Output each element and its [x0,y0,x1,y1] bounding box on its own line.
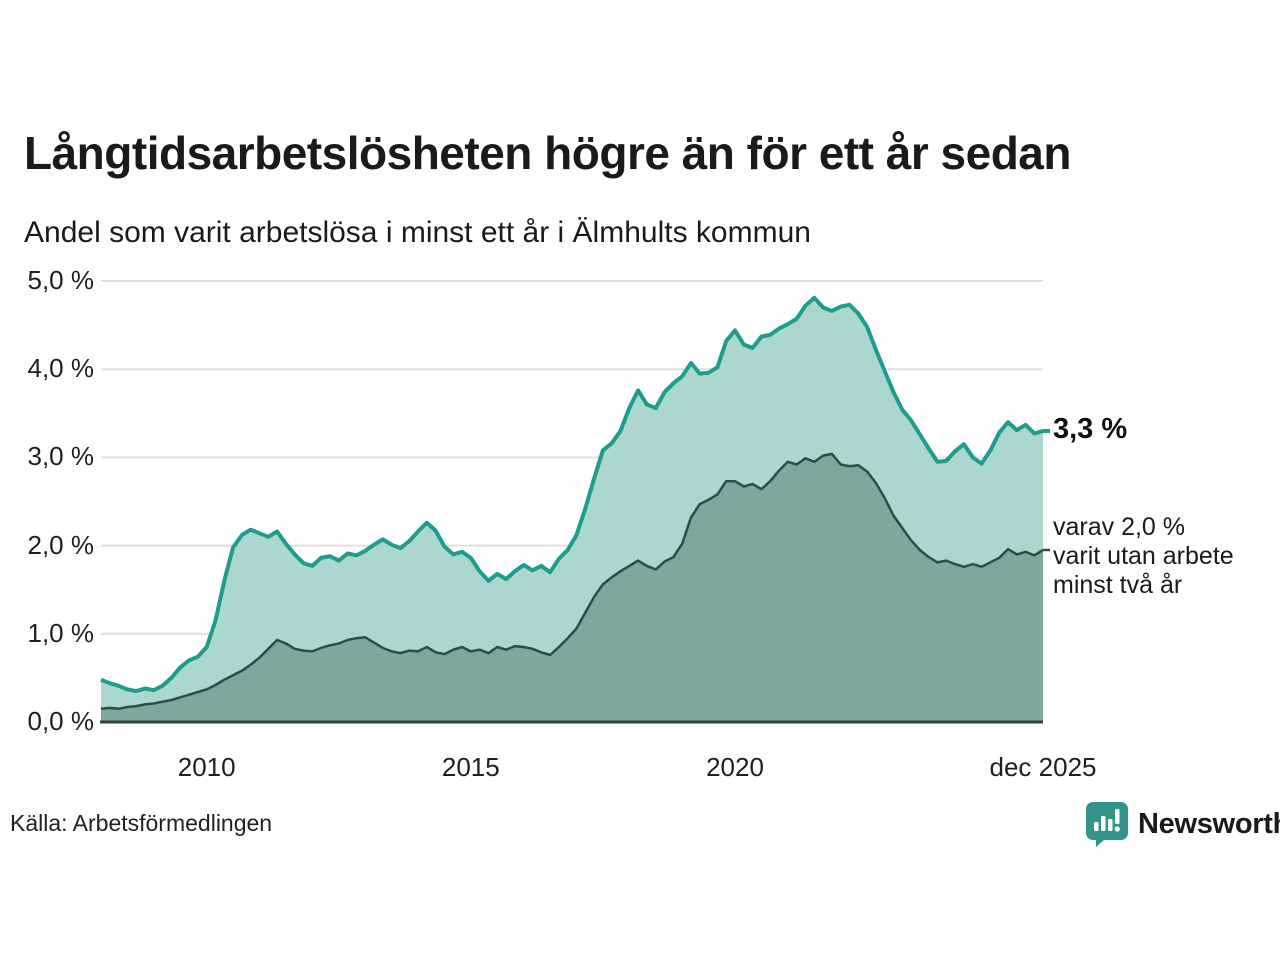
source-attribution: Källa: Arbetsförmedlingen [10,810,273,836]
end-value-label-subset: varav 2,0 % varit utan arbete minst två … [1053,513,1234,600]
y-tick-label: 1,0 % [27,617,95,648]
subset-label-line-2: varit utan arbete [1053,542,1234,570]
newsworthy-logo-icon [1086,802,1128,847]
newsworthy-wordmark: Newsworthy [1138,807,1280,840]
logo-bars [1094,809,1120,832]
end-value-label-total: 3,3 % [1053,413,1128,445]
x-tick-label: 2020 [706,752,764,782]
newsworthy-logo: Newsworthy [1085,799,1280,849]
x-tick-label: 2015 [441,752,500,782]
y-tick-label: 2,0 % [27,529,95,560]
y-tick-label: 3,0 % [27,441,95,472]
logo-pin-shape [1086,802,1128,847]
x-tick-label: dec 2025 [989,752,1097,782]
series-line-1 [100,452,1044,711]
chart-title: Långtidsarbetslösheten högre än för ett … [24,127,1071,179]
chart-subtitle: Andel som varit arbetslösa i minst ett å… [24,216,811,249]
series-line-0 [100,295,1044,694]
y-tick-label: 4,0 % [27,353,95,384]
x-tick-label: 2010 [177,752,236,782]
y-tick-label: 5,0 % [27,265,95,295]
subset-label-line-3: minst två år [1053,571,1183,599]
y-tick-label: 0,0 % [27,706,95,736]
series-fill-1 [101,453,1043,722]
subset-label-line-1: varav 2,0 % [1053,513,1186,541]
